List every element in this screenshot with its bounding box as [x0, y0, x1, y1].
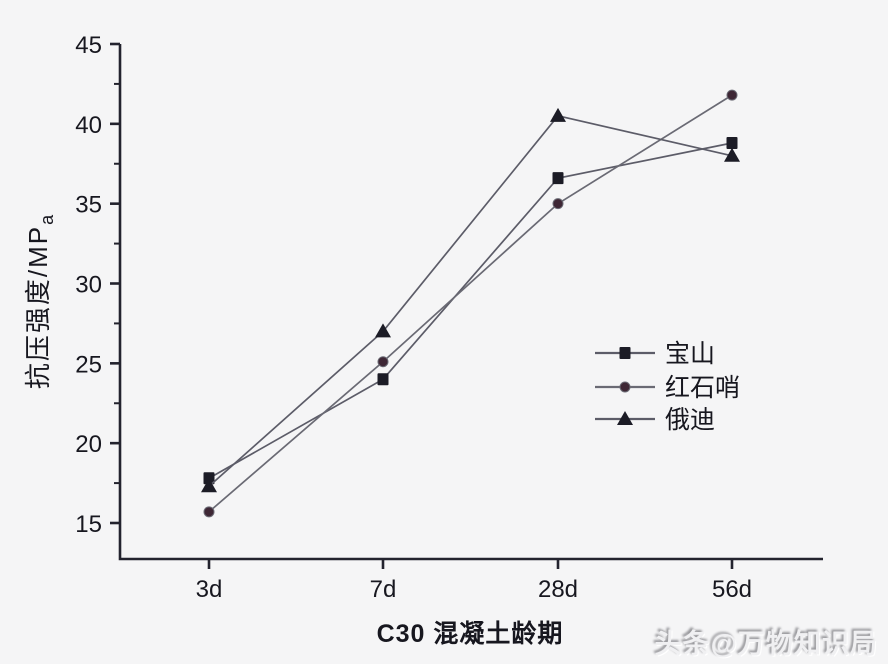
legend-marker-edi: [617, 411, 633, 425]
x-tick-label: 28d: [538, 576, 578, 603]
legend-marker-baoshan: [619, 347, 631, 359]
legend-marker-hongshishao: [619, 381, 631, 393]
y-axis-title: 抗压强度/MPa: [18, 215, 58, 389]
series-line-hongshishao: [208, 94, 733, 513]
data-point-hongshishao-7d: [377, 356, 389, 368]
y-tick-label: 40: [75, 112, 102, 139]
data-point-baoshan-7d: [377, 373, 389, 386]
x-axis-title: C30 混凝土龄期: [376, 620, 564, 648]
x-tick-label: 3d: [196, 576, 223, 603]
y-axis-title-subscript: a: [37, 214, 58, 225]
series-line-baoshan: [208, 142, 733, 480]
data-point-edi-7d: [375, 323, 391, 338]
data-point-hongshishao-56d: [726, 89, 738, 101]
legend-label-hongshishao: 红石哨: [665, 374, 740, 402]
axis-lines: [118, 44, 823, 561]
y-tick-label: 30: [75, 272, 102, 299]
data-point-hongshishao-3d: [203, 506, 215, 518]
y-tick-label: 25: [75, 351, 102, 378]
y-tick-label: 15: [75, 511, 102, 538]
data-point-edi-56d: [724, 147, 740, 162]
legend-label-baoshan: 宝山: [665, 340, 715, 368]
data-point-edi-3d: [201, 478, 217, 493]
legend-label-edi: 俄迪: [665, 406, 715, 434]
data-point-baoshan-28d: [552, 172, 564, 185]
y-tick-label: 35: [75, 192, 102, 219]
watermark: 头条@万物知识局: [654, 629, 878, 659]
x-tick-label: 7d: [370, 576, 397, 603]
y-tick-label: 20: [75, 431, 102, 458]
data-point-hongshishao-28d: [552, 198, 564, 210]
data-point-edi-28d: [550, 107, 566, 122]
x-tick-label: 56d: [712, 576, 752, 603]
y-tick-label: 45: [75, 32, 102, 59]
data-point-baoshan-56d: [726, 136, 738, 149]
series-line-edi: [208, 114, 733, 487]
y-axis-title-text: 抗压强度/MP: [22, 224, 53, 390]
